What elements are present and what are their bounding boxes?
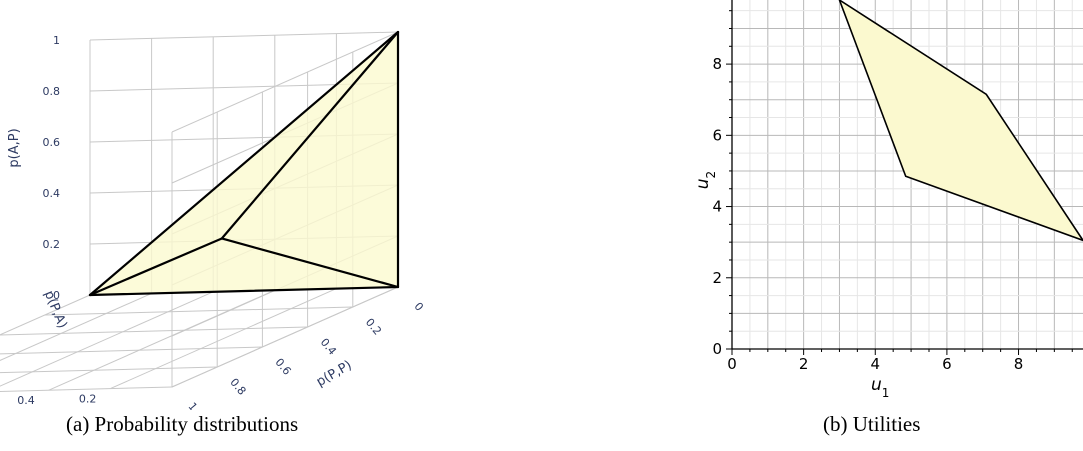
grid-line	[89, 31, 399, 41]
tick-label: 0.6	[272, 356, 293, 378]
y-tick-label: 4	[712, 198, 722, 216]
caption-probability: (a) Probability distributions	[66, 412, 299, 436]
tick-label: 1	[185, 400, 199, 410]
utility-polygon	[838, 0, 1083, 242]
polytope-edge	[220, 30, 400, 240]
grid-line	[44, 306, 353, 316]
tick-label: 0.2	[43, 238, 61, 251]
x-tick-label: 4	[870, 355, 880, 373]
y-axis-label: p(P,A)	[41, 289, 70, 331]
tick-label: 0	[53, 289, 60, 302]
tick-label: 0.2	[79, 393, 97, 406]
grid-line	[0, 291, 214, 387]
grid-line	[171, 31, 399, 133]
tick-label: 1	[53, 34, 60, 47]
grid-line	[48, 289, 276, 391]
polytope-edge	[88, 237, 223, 297]
tick-label: 0.2	[363, 316, 384, 338]
grid-line	[171, 286, 399, 388]
polytope-edge	[88, 285, 400, 297]
polytope-face	[221, 32, 398, 287]
x-tick-label: 2	[799, 355, 809, 373]
grid-line	[0, 294, 91, 336]
tick-label: 0.8	[43, 85, 61, 98]
probability-3d-plot: 00.20.40.60.810.20.40.60.8100.20.40.60.8…	[0, 30, 426, 410]
x-axis-label: p(P,P)	[314, 358, 355, 390]
y-tick-label: 0	[712, 340, 722, 358]
polytope-edge	[220, 237, 400, 289]
x-tick-label: 0	[727, 355, 737, 373]
y-axis-label: u2	[693, 171, 718, 189]
x-tick-label: 8	[1014, 355, 1024, 373]
utility-region	[838, 0, 1083, 242]
z-axis-label: p(A,P)	[7, 128, 22, 167]
tick-label: 0.6	[43, 136, 61, 149]
y-tick-label: 2	[712, 269, 722, 287]
polytope-face	[90, 238, 398, 295]
utilities-plot: 0 2 4 6 8 0 2 4 6 8 u1 u2	[693, 0, 1083, 400]
utility-tick-labels: 0 2 4 6 8 0 2 4 6 8	[712, 55, 1023, 373]
tick-label: 0.4	[318, 336, 339, 358]
grid-line	[0, 346, 263, 355]
polytope-edge	[88, 30, 400, 297]
grid-line	[0, 326, 308, 336]
utility-axes	[726, 0, 1083, 355]
tick-label: 0.4	[43, 187, 61, 200]
grid-line	[0, 386, 173, 392]
tick-label: 0.8	[227, 376, 248, 398]
x-tick-label: 6	[942, 355, 952, 373]
tick-label: 0	[411, 300, 425, 314]
y-tick-label: 6	[712, 126, 722, 144]
x-axis-label: u1	[871, 375, 889, 400]
grid-line	[0, 366, 218, 374]
tick-label: 0.4	[17, 394, 35, 407]
caption-utilities: (b) Utilities	[823, 412, 921, 436]
y-tick-label: 8	[712, 55, 722, 73]
probability-polytope	[88, 30, 400, 297]
grid-line	[110, 288, 337, 390]
grid-line	[0, 292, 152, 362]
